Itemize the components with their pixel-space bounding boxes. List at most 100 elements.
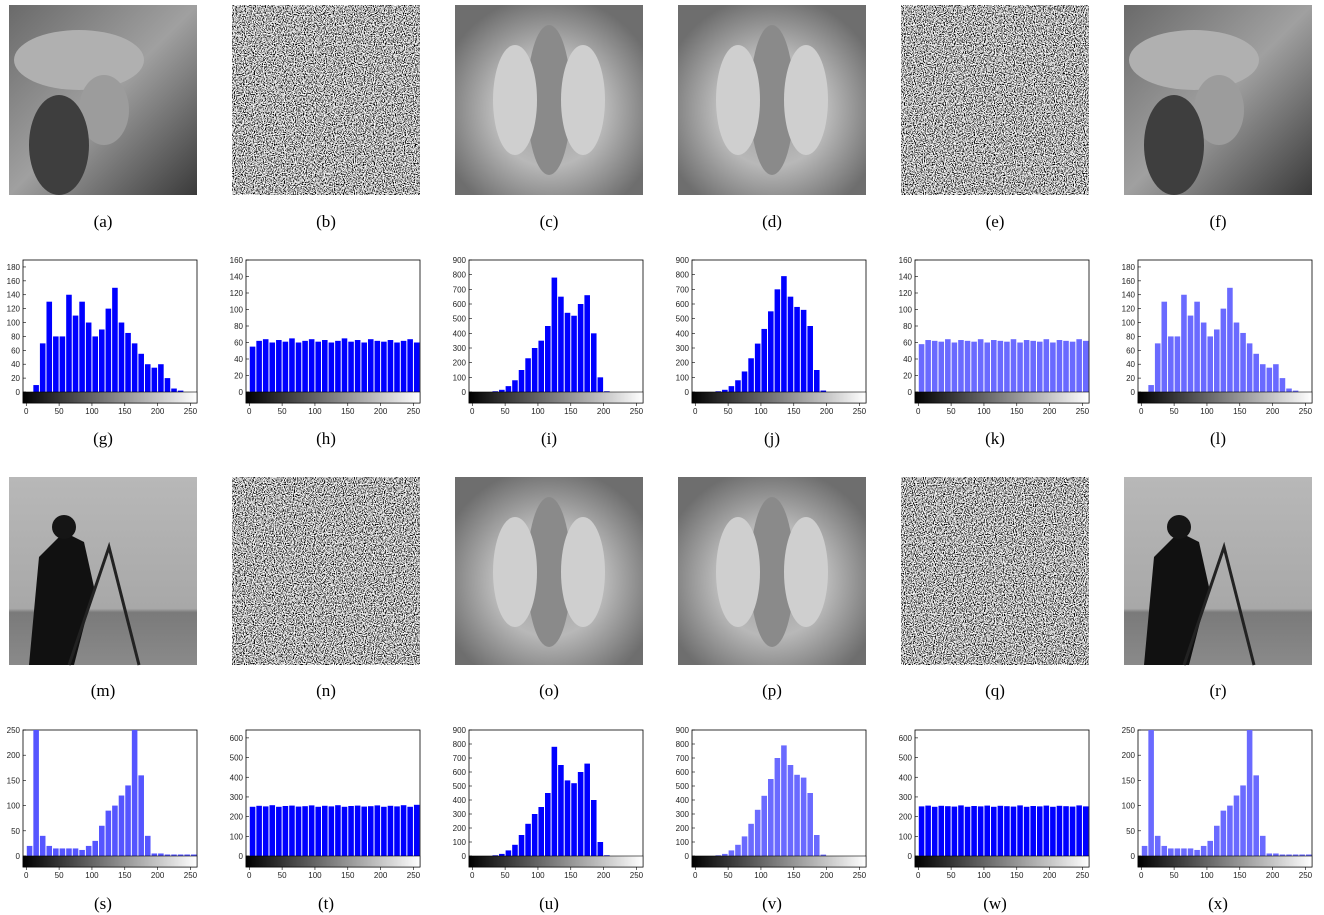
bar — [545, 793, 551, 856]
y-tick-label: 500 — [453, 782, 467, 791]
x-tick-label: 0 — [916, 407, 921, 416]
bar — [1161, 301, 1168, 392]
x-tick-label: 200 — [151, 407, 165, 416]
bar — [66, 294, 72, 392]
y-tick-label: 250 — [7, 726, 21, 735]
y-tick-label: 0 — [685, 852, 690, 861]
bar — [335, 805, 341, 856]
bar — [715, 391, 722, 392]
bar — [262, 806, 269, 856]
bar — [1004, 341, 1010, 392]
bar — [59, 336, 66, 392]
cheek — [561, 517, 605, 627]
y-tick-label: 400 — [899, 773, 913, 782]
colorbar — [914, 391, 1090, 404]
bar — [768, 779, 774, 856]
bar — [295, 806, 302, 856]
caption: (x) — [1208, 894, 1228, 913]
bar — [722, 389, 728, 392]
bar — [85, 845, 92, 856]
y-tick-label: 800 — [676, 740, 690, 749]
bar — [1214, 825, 1220, 856]
bar — [1036, 341, 1043, 392]
bar — [1082, 340, 1089, 392]
y-tick-label: 600 — [676, 300, 690, 309]
noise-image — [901, 477, 1089, 665]
bar — [971, 805, 977, 856]
bar — [761, 328, 768, 392]
y-tick-label: 100 — [676, 838, 690, 847]
noise-image — [232, 477, 420, 665]
bar — [367, 806, 374, 856]
bar — [105, 810, 112, 856]
bar — [945, 339, 951, 392]
bar — [813, 370, 820, 392]
caption: (d) — [762, 212, 782, 231]
y-tick-label: 800 — [453, 271, 467, 280]
bar — [79, 849, 85, 856]
y-tick-label: 400 — [676, 796, 690, 805]
x-tick-label: 150 — [341, 871, 355, 880]
bar — [1227, 805, 1233, 856]
bar — [33, 730, 39, 856]
bar — [499, 389, 505, 392]
bar — [315, 341, 322, 392]
bar — [748, 823, 754, 856]
bar — [794, 306, 800, 392]
bar — [558, 296, 564, 392]
bar — [938, 805, 945, 856]
x-tick-label: 250 — [630, 407, 644, 416]
y-tick-label: 600 — [676, 768, 690, 777]
x-tick-label: 250 — [1299, 871, 1313, 880]
bar — [341, 338, 348, 392]
bar — [492, 855, 499, 856]
bar — [354, 340, 361, 392]
x-tick-label: 150 — [1010, 407, 1024, 416]
caption: (g) — [93, 429, 113, 448]
caption: (r) — [1210, 681, 1227, 700]
caption: (l) — [1210, 429, 1226, 448]
y-tick-label: 20 — [1126, 374, 1135, 383]
bar — [99, 825, 105, 856]
bar — [918, 806, 925, 856]
y-tick-label: 400 — [453, 796, 467, 805]
x-tick-label: 100 — [977, 871, 991, 880]
bar — [584, 295, 590, 392]
y-tick-label: 160 — [1122, 277, 1136, 286]
x-tick-label: 50 — [724, 871, 733, 880]
y-tick-label: 400 — [453, 329, 467, 338]
y-tick-label: 160 — [7, 277, 21, 286]
x-tick-label: 0 — [1139, 871, 1144, 880]
x-tick-label: 250 — [184, 871, 198, 880]
bar — [590, 333, 597, 392]
bar — [538, 807, 545, 856]
bar — [748, 358, 754, 392]
y-tick-label: 0 — [685, 388, 690, 397]
bar — [551, 277, 558, 392]
bar — [728, 850, 735, 856]
bar — [1082, 806, 1089, 856]
bar — [1207, 336, 1214, 392]
nose — [527, 497, 571, 647]
bar — [1010, 806, 1017, 856]
x-tick-label: 0 — [1139, 407, 1144, 416]
bar — [1043, 805, 1050, 856]
bar — [931, 340, 938, 392]
y-tick-label: 120 — [1122, 305, 1136, 314]
y-tick-label: 0 — [1131, 852, 1136, 861]
bar — [1023, 340, 1030, 392]
y-tick-label: 200 — [1122, 751, 1136, 760]
bar — [46, 301, 53, 392]
y-tick-label: 200 — [899, 813, 913, 822]
bar — [190, 854, 197, 856]
bar — [1279, 378, 1286, 392]
image — [678, 5, 866, 195]
colorbar — [691, 855, 867, 868]
bar — [997, 340, 1004, 392]
image — [232, 477, 420, 665]
bar — [85, 322, 92, 392]
bar — [302, 340, 308, 392]
bar — [577, 304, 584, 392]
bar — [945, 806, 951, 856]
x-tick-label: 50 — [947, 871, 956, 880]
